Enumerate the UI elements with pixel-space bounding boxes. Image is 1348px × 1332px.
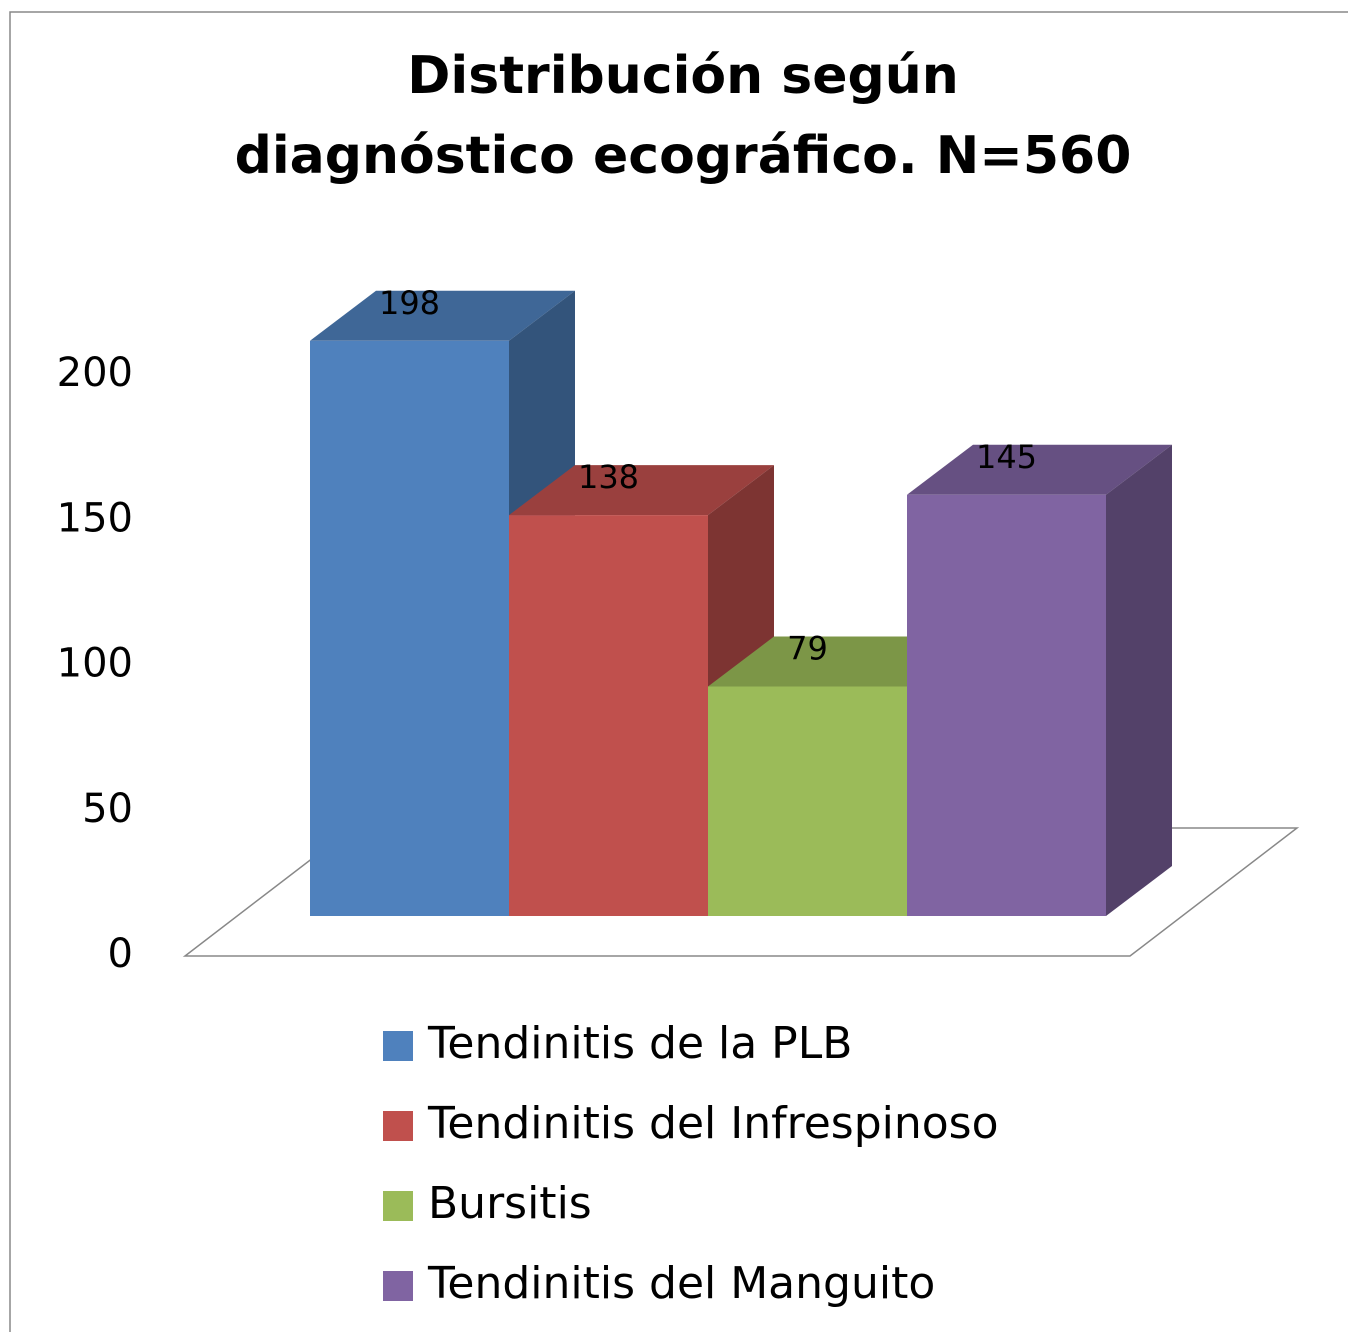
legend-swatch — [383, 1191, 413, 1221]
bar — [708, 686, 907, 916]
bar — [907, 494, 1106, 916]
bar-top — [509, 465, 774, 516]
bar — [310, 340, 509, 916]
bar-side — [1106, 444, 1172, 916]
legend-label: Tendinitis del Infrespinoso — [427, 1098, 999, 1149]
value-label: 198 — [379, 284, 440, 322]
bar — [509, 515, 708, 916]
chart-title: Distribución según diagnóstico ecográfic… — [234, 46, 1132, 186]
chart-border — [9, 11, 1348, 1332]
legend-swatch — [383, 1271, 413, 1301]
value-label: 138 — [578, 458, 639, 496]
legend-label: Tendinitis del Manguito — [427, 1258, 935, 1309]
legend-swatch — [383, 1031, 413, 1061]
y-tick-label: 150 — [57, 495, 133, 541]
legend-swatch — [383, 1111, 413, 1141]
legend-label: Tendinitis de la PLB — [427, 1018, 852, 1069]
y-tick-label: 50 — [82, 786, 133, 832]
legend-label: Bursitis — [428, 1178, 592, 1229]
value-label: 145 — [976, 438, 1037, 476]
y-tick-label: 100 — [57, 641, 133, 687]
y-tick-label: 200 — [57, 350, 133, 396]
bar-top — [310, 290, 575, 341]
value-label: 79 — [787, 630, 828, 668]
bar-top — [708, 636, 973, 687]
bar-top — [907, 444, 1172, 495]
y-tick-label: 0 — [108, 931, 133, 977]
